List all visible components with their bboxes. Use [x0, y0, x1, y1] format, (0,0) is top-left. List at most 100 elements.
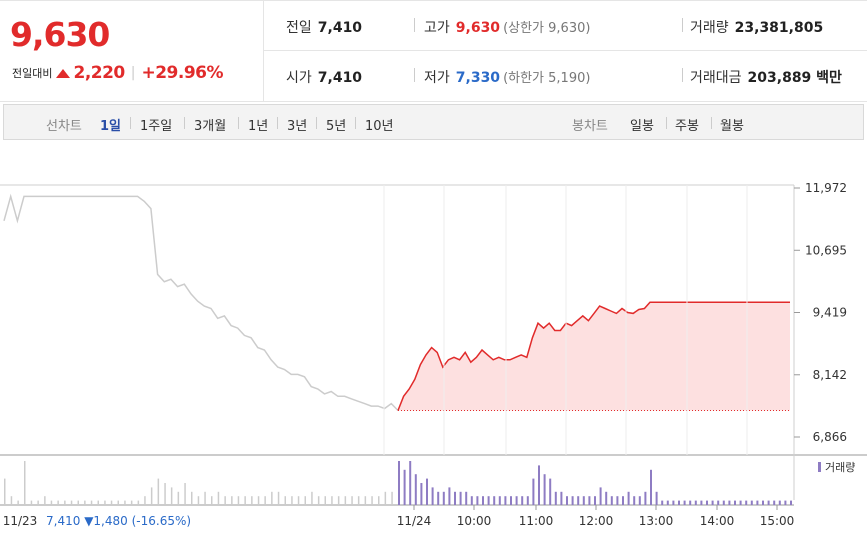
volume-bar	[448, 487, 451, 505]
volume-bar	[610, 496, 613, 505]
prev-day-line	[3, 193, 399, 412]
x-tick-label: 11/24	[397, 514, 432, 528]
prev-close: 전일 7,410	[286, 17, 362, 37]
y-tick-label: 9,419	[813, 306, 847, 320]
volume-bar	[277, 491, 280, 505]
volume-bar	[521, 496, 524, 505]
volume-bar	[644, 491, 647, 505]
volume-bar	[164, 483, 166, 505]
volume-bar	[538, 465, 540, 505]
volume-bar	[745, 500, 748, 505]
volume-bar	[756, 500, 759, 505]
open-label: 시가	[286, 70, 312, 86]
volume-bar	[130, 500, 133, 505]
volume-bar	[97, 500, 99, 505]
tab-3y[interactable]: 3년	[287, 119, 308, 134]
volume-bar	[44, 496, 46, 505]
tab-monthly-candle[interactable]: 월봉	[720, 119, 744, 134]
volume-bar	[577, 496, 580, 505]
volume-bar	[672, 500, 675, 505]
volume-bar	[217, 491, 220, 505]
volume-bar	[150, 487, 153, 505]
tab-weekly-candle[interactable]: 주봉	[675, 119, 699, 134]
x-tick-label: 11/23	[3, 514, 38, 528]
day-high-label: 고가	[424, 20, 450, 36]
volume-bar	[526, 496, 529, 505]
volume-bar	[204, 491, 206, 505]
volume-bar	[357, 496, 360, 505]
volume-bar	[426, 478, 428, 505]
tab-10y[interactable]: 10년	[365, 119, 394, 134]
volume-bar	[50, 500, 53, 505]
volume-bar	[37, 500, 39, 505]
open-value: 7,410	[317, 70, 363, 86]
volume-bar	[493, 496, 496, 505]
day-low: 저가 7,330 (하한가 5,190)	[424, 67, 590, 87]
volume-bar	[324, 496, 326, 505]
tab-1y[interactable]: 1년	[248, 119, 269, 134]
volume-bar	[231, 496, 233, 505]
x-tick-label: 14:00	[700, 514, 735, 528]
divider	[414, 18, 415, 32]
volume-bar	[64, 500, 66, 505]
prev-day-note: 7,410 ▼1,480 (-16.65%)	[46, 514, 191, 528]
prev-day-change: 1,480	[93, 514, 127, 528]
volume-bar	[734, 500, 736, 505]
stock-summary-panel: 9,630 전일대비 2,220 | +29.96% 전일 7,410 고가 9,6…	[0, 0, 867, 102]
current-price-box: 9,630 전일대비 2,220 | +29.96%	[0, 1, 264, 102]
tab-3m[interactable]: 3개월	[194, 119, 227, 134]
volume-bar	[599, 487, 602, 505]
trade-amount: 거래대금 203,889 백만	[690, 67, 842, 87]
summary-row-2: 시가 7,410 저가 7,330 (하한가 5,190) 거래대금 203,889 백…	[264, 51, 867, 101]
tab-5y[interactable]: 5년	[326, 119, 347, 134]
volume-bar	[77, 500, 79, 505]
volume-bar	[344, 496, 347, 505]
volume-bar	[722, 500, 725, 505]
y-tick-label: 6,866	[813, 430, 847, 444]
volume-bar	[554, 491, 557, 505]
volume-bar	[197, 496, 200, 505]
volume-bar	[482, 496, 484, 505]
x-tick-label: 10:00	[457, 514, 492, 528]
tab-daily-candle[interactable]: 일봉	[630, 119, 654, 134]
price-area	[398, 302, 790, 411]
volume-bar	[739, 500, 742, 505]
volume-bar	[683, 500, 686, 505]
volume-bar	[773, 500, 776, 505]
change-amount: 2,220	[73, 63, 125, 83]
divider	[414, 68, 415, 82]
tab-divider	[666, 117, 667, 129]
volume-bar	[297, 496, 300, 505]
tab-1w[interactable]: 1주일	[140, 119, 173, 134]
volume-bar	[177, 491, 180, 505]
volume-bar	[549, 478, 552, 505]
volume-bar	[398, 461, 400, 505]
y-tick-label: 10,695	[805, 243, 847, 257]
y-tick-label: 11,972	[805, 181, 847, 195]
trade-amount-label: 거래대금	[690, 70, 742, 86]
volume-bar	[487, 496, 490, 505]
volume-legend: 거래량	[825, 461, 855, 474]
volume-bar	[403, 469, 406, 505]
prev-close-value: 7,410	[317, 20, 363, 36]
x-tick-label: 11:00	[519, 514, 554, 528]
volume-bar	[431, 487, 434, 505]
volume-bar	[543, 474, 546, 505]
volume-bar	[317, 496, 320, 505]
volume-bar	[17, 500, 19, 505]
volume-bar	[650, 469, 652, 505]
volume-bar	[304, 496, 306, 505]
volume-bar	[110, 500, 113, 505]
volume-bar	[655, 491, 658, 505]
volume-bar	[264, 496, 266, 505]
volume-bar	[711, 500, 714, 505]
volume-bar	[566, 496, 568, 505]
tab-1d[interactable]: 1일	[100, 119, 122, 134]
volume-bar	[257, 496, 260, 505]
volume-bar	[700, 500, 703, 505]
volume-bar	[571, 496, 574, 505]
tab-divider	[316, 117, 317, 129]
x-tick-label: 12:00	[579, 514, 614, 528]
tab-divider	[277, 117, 278, 129]
prev-close-label: 전일	[286, 20, 312, 36]
